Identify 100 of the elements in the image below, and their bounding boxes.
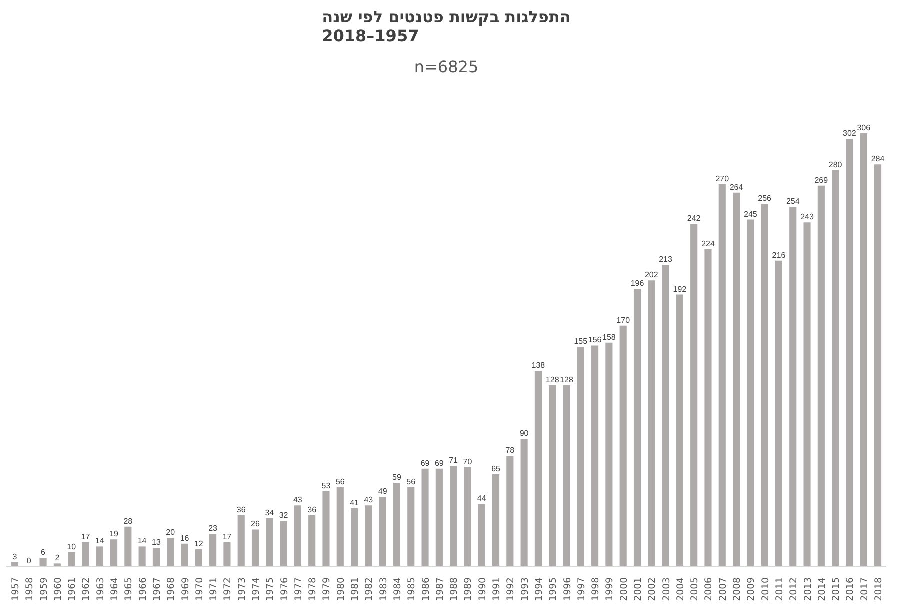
x-tick-label: 1971: [208, 577, 220, 602]
data-label: 284: [871, 154, 886, 164]
data-label: 155: [574, 337, 588, 346]
bar: [832, 170, 840, 566]
x-tick-label: 2002: [647, 577, 658, 602]
x-tick-label: 1959: [38, 577, 50, 602]
x-tick-label: 2016: [845, 577, 856, 602]
x-tick-label: 1993: [520, 577, 531, 602]
data-label: 16: [180, 534, 190, 543]
bar: [68, 552, 76, 566]
bar: [662, 265, 670, 566]
x-tick-label: 1975: [265, 577, 276, 602]
bar: [266, 518, 274, 566]
x-tick-label: 1981: [350, 577, 362, 602]
data-label: 36: [308, 506, 318, 515]
x-tick-label: 2006: [704, 577, 715, 602]
x-tick-label: 1968: [166, 577, 178, 602]
x-tick-label: 1998: [590, 577, 602, 602]
bar: [520, 439, 528, 566]
bar: [379, 497, 386, 566]
data-label: 23: [208, 524, 218, 533]
data-label: 170: [616, 316, 631, 325]
data-label: 128: [546, 375, 560, 384]
data-label: 138: [532, 361, 546, 370]
bar: [592, 346, 599, 566]
bar: [563, 385, 570, 566]
data-label: 32: [279, 511, 289, 520]
x-tick-label: 1963: [95, 577, 106, 602]
bar: [308, 516, 316, 566]
bar: [718, 184, 726, 566]
data-label: 41: [350, 498, 360, 508]
bar: [804, 222, 811, 566]
bar: [167, 538, 174, 566]
x-tick-label: 1986: [420, 577, 432, 602]
bar: [365, 506, 372, 566]
data-label: 0: [26, 556, 32, 566]
data-label: 43: [364, 496, 374, 505]
data-label: 245: [744, 210, 758, 219]
bar: [860, 133, 868, 566]
data-label: 270: [716, 174, 730, 184]
bar: [138, 546, 146, 566]
data-label: 78: [506, 446, 516, 456]
x-tick-label: 1979: [322, 577, 333, 602]
data-label: 28: [124, 516, 134, 526]
bar: [676, 294, 684, 566]
data-label: 13: [152, 538, 162, 548]
bar: [252, 530, 260, 566]
data-label: 202: [644, 270, 659, 280]
x-tick-label: 1969: [180, 577, 192, 602]
bar: [634, 289, 642, 566]
data-label: 254: [786, 197, 800, 206]
bar: [606, 342, 613, 566]
x-tick-label: 2010: [760, 577, 772, 602]
x-tick-label: 2000: [618, 577, 630, 602]
data-label: 20: [166, 528, 176, 538]
data-label: 56: [406, 477, 416, 486]
x-tick-label: 1992: [506, 577, 517, 602]
x-tick-label: 1978: [308, 577, 319, 602]
data-label: 44: [477, 494, 487, 504]
x-tick-label: 1991: [492, 577, 503, 602]
bar: [478, 504, 486, 566]
x-tick-label: 1996: [562, 577, 574, 602]
data-label: 302: [843, 129, 857, 138]
data-label: 280: [828, 160, 843, 170]
bar: [775, 260, 783, 566]
x-tick-label: 2012: [788, 577, 800, 602]
data-label: 19: [110, 530, 120, 539]
data-label: 216: [772, 250, 786, 260]
x-tick-label: 2007: [718, 577, 729, 602]
x-tick-label: 1961: [67, 577, 78, 602]
data-label: 156: [588, 336, 602, 345]
data-label: 90: [520, 429, 530, 438]
x-tick-label: 1972: [222, 577, 234, 602]
x-tick-label: 1994: [534, 577, 545, 602]
bar: [577, 347, 584, 566]
x-tick-label: 2001: [632, 577, 644, 602]
bar: [322, 491, 330, 566]
data-label: 128: [560, 375, 574, 384]
bar: [40, 558, 47, 566]
x-tick-label: 1989: [463, 577, 474, 602]
data-label: 213: [659, 255, 674, 264]
data-label: 59: [392, 473, 402, 482]
data-label: 70: [463, 457, 473, 466]
data-label: 224: [702, 240, 716, 249]
data-label: 14: [138, 536, 148, 546]
bar: [704, 250, 712, 566]
data-label: 14: [95, 536, 105, 546]
bar: [124, 526, 132, 566]
data-label: 53: [322, 481, 332, 490]
bar: [82, 542, 90, 566]
bar: [436, 468, 443, 566]
x-tick-label: 2004: [675, 577, 686, 602]
x-tick-label: 2011: [774, 577, 786, 602]
x-tick-label: 1965: [124, 577, 135, 602]
bar: [790, 207, 797, 566]
bar: [620, 326, 627, 566]
x-tick-label: 2005: [690, 577, 701, 602]
x-tick-label: 2009: [746, 577, 758, 602]
x-tick-label: 2008: [732, 577, 744, 602]
data-label: 69: [420, 458, 430, 468]
